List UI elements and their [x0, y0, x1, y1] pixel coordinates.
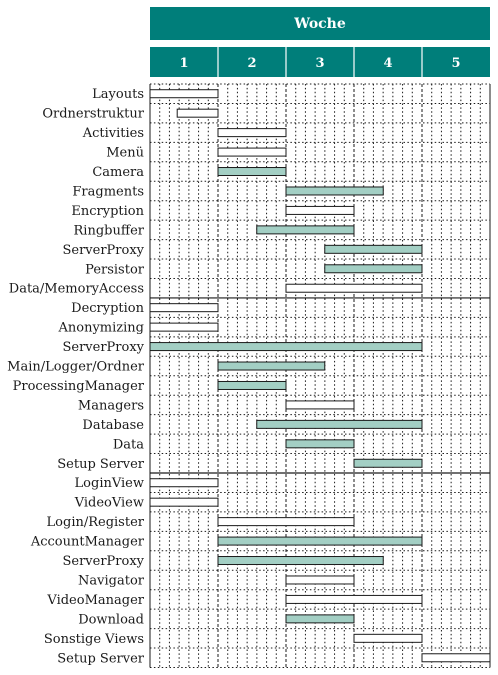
task-label: LoginView — [75, 476, 144, 491]
task-label: Data/MemoryAccess — [9, 282, 144, 297]
task-bar — [149, 342, 423, 352]
week-label: 3 — [315, 56, 324, 71]
chart-grid — [149, 83, 491, 668]
task-label: Menü — [106, 146, 144, 161]
task-label: AccountManager — [30, 535, 145, 550]
task-label: Anonymizing — [58, 321, 145, 336]
task-label: Fragments — [72, 184, 144, 199]
task-bar — [149, 303, 219, 313]
task-label: ProcessingManager — [13, 379, 145, 394]
task-bar — [285, 400, 355, 410]
task-bar — [217, 361, 326, 371]
task-label: Login/Register — [47, 515, 145, 530]
task-label: Ordnerstruktur — [42, 107, 144, 122]
task-bar — [217, 167, 287, 177]
week-header-row: 1 2 3 4 5 — [150, 47, 490, 77]
task-label: ServerProxy — [62, 554, 144, 569]
task-label: VideoManager — [46, 593, 144, 608]
task-labels: Layouts Ordnerstruktur Activities Menü Camer… — [7, 87, 145, 666]
task-label: Decryption — [71, 301, 144, 316]
task-bar — [217, 517, 355, 527]
task-bar — [256, 419, 423, 429]
task-bar — [285, 614, 355, 624]
task-label: Main/Logger/Ordner — [7, 360, 145, 375]
task-bar — [149, 322, 219, 332]
task-bar — [217, 536, 423, 546]
task-bar — [285, 205, 355, 215]
chart-header: Woche — [150, 7, 490, 40]
task-bar — [285, 575, 355, 585]
task-bar — [217, 380, 287, 390]
task-label: Data — [113, 437, 144, 452]
task-label: ServerProxy — [62, 243, 144, 258]
header-title: Woche — [293, 16, 346, 32]
task-bar — [353, 633, 423, 643]
task-bar — [149, 89, 219, 99]
task-bar — [217, 147, 287, 157]
task-label: Sonstige Views — [44, 632, 144, 647]
task-bar — [217, 556, 384, 566]
task-label: Download — [78, 612, 144, 627]
task-bar — [421, 653, 491, 663]
task-label: Activities — [82, 126, 144, 141]
week-label: 2 — [247, 56, 256, 71]
header-background — [150, 7, 490, 40]
task-bar — [149, 497, 219, 507]
week-label: 1 — [179, 56, 188, 71]
task-label: Persistor — [85, 262, 145, 277]
week-label: 4 — [383, 56, 392, 71]
task-bar — [285, 186, 384, 196]
task-label: Setup Server — [57, 651, 145, 666]
task-bars — [149, 89, 491, 663]
task-bar — [256, 225, 355, 235]
task-label: VideoView — [74, 496, 144, 511]
task-label: Layouts — [92, 87, 144, 102]
task-bar — [285, 283, 423, 293]
task-label: Encryption — [71, 204, 144, 219]
task-bar — [353, 458, 423, 468]
week-row-background — [150, 47, 490, 77]
task-label: Navigator — [78, 573, 145, 588]
task-bar — [324, 244, 423, 254]
task-label: ServerProxy — [62, 340, 144, 355]
task-label: Ringbuffer — [74, 223, 145, 238]
task-label: Setup Server — [57, 457, 145, 472]
task-label: Managers — [78, 398, 144, 413]
task-bar — [217, 128, 287, 138]
task-label: Database — [82, 418, 144, 433]
week-label: 5 — [451, 56, 460, 71]
task-bar — [176, 108, 219, 118]
task-bar — [285, 439, 355, 449]
task-bar — [285, 594, 423, 604]
task-bar — [149, 478, 219, 488]
task-bar — [324, 264, 423, 274]
task-label: Camera — [92, 165, 144, 180]
